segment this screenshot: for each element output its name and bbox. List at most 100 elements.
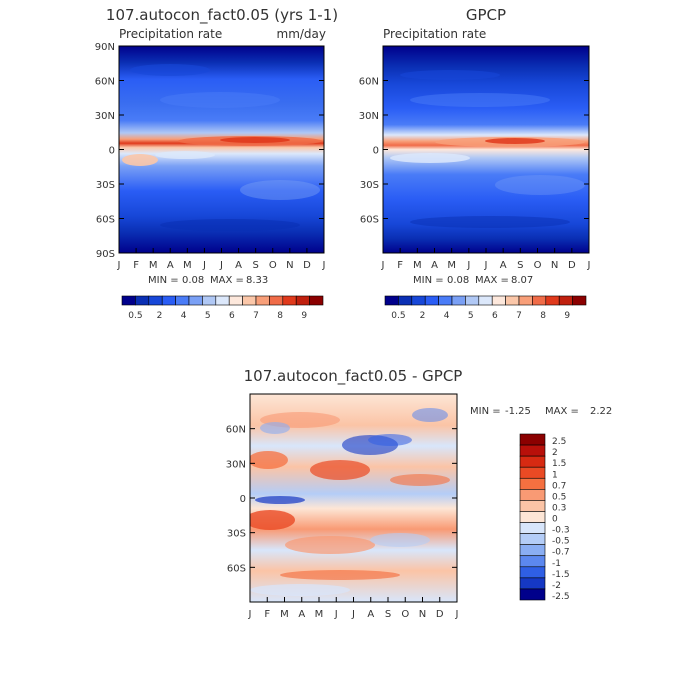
- panel-model-title: 107.autocon_fact0.05 (yrs 1-1): [106, 6, 338, 25]
- colorbar-swatch: [242, 295, 257, 306]
- panel-gpcp-y-ticks: 60N 30N 0 30S 60S: [359, 77, 589, 226]
- colorbar-label: -2: [552, 581, 561, 591]
- colorbar-label: 0: [552, 515, 558, 525]
- panel-gpcp-colorbar: 0.5 2 4 5 6 7 8 9: [384, 295, 587, 321]
- x-tick-label: F: [264, 609, 270, 620]
- y-tick-label: 30N: [95, 111, 115, 122]
- colorbar-swatch: [175, 295, 190, 306]
- x-tick-label: O: [401, 609, 409, 620]
- x-tick-label: J: [219, 260, 223, 271]
- colorbar-swatch: [148, 295, 163, 306]
- y-tick-label: 0: [109, 146, 115, 157]
- colorbar-swatch: [491, 295, 506, 306]
- y-tick-label: 0: [240, 494, 246, 505]
- panel-model-max-value: 8.33: [246, 275, 268, 286]
- colorbar-label: 9: [301, 311, 307, 321]
- panel-model: 107.autocon_fact0.05 (yrs 1-1) Precipita…: [95, 6, 338, 321]
- colorbar-swatch: [505, 295, 520, 306]
- x-tick-label: A: [431, 260, 438, 271]
- x-tick-label: S: [517, 260, 523, 271]
- x-tick-label: J: [334, 609, 338, 620]
- colorbar-label: 0.3: [552, 503, 566, 513]
- x-tick-label: D: [303, 260, 311, 271]
- x-tick-label: N: [286, 260, 293, 271]
- colorbar-label: -0.3: [552, 526, 570, 536]
- panel-difference-title: 107.autocon_fact0.05 - GPCP: [244, 367, 463, 386]
- colorbar-swatch: [519, 555, 546, 568]
- x-tick-label: S: [252, 260, 258, 271]
- colorbar-swatch: [519, 588, 546, 601]
- x-tick-label: A: [235, 260, 242, 271]
- colorbar-swatch: [228, 295, 243, 306]
- colorbar-label: 2: [552, 448, 558, 458]
- panel-model-max-label: MAX =: [210, 275, 244, 286]
- colorbar-swatch: [255, 295, 270, 306]
- panel-difference-max-label: MAX =: [545, 406, 579, 417]
- colorbar-label: 0.7: [552, 481, 566, 491]
- x-tick-label: J: [351, 609, 355, 620]
- panel-difference-min-label: MIN =: [470, 406, 501, 417]
- colorbar-label: -0.7: [552, 548, 570, 558]
- y-tick-label: 60S: [360, 215, 379, 226]
- y-tick-label: 60N: [95, 77, 115, 88]
- panel-gpcp: GPCP Precipitation rate 60N 30N 0 30S 60S J F…: [359, 6, 591, 321]
- colorbar-swatch: [411, 295, 426, 306]
- colorbar-swatch: [572, 295, 587, 306]
- colorbar-label: 2.5: [552, 437, 566, 447]
- colorbar-swatch: [519, 544, 546, 557]
- y-tick-label: 60S: [96, 215, 115, 226]
- colorbar-swatch: [451, 295, 466, 306]
- colorbar-swatch: [424, 295, 439, 306]
- x-tick-label: J: [322, 260, 326, 271]
- heatmap-model: [119, 46, 324, 253]
- x-tick-label: M: [183, 260, 192, 271]
- colorbar-swatch: [188, 295, 203, 306]
- colorbar-swatch: [519, 455, 546, 468]
- colorbar-label: 1.5: [552, 459, 566, 469]
- x-tick-label: F: [133, 260, 139, 271]
- colorbar-label: 0.5: [128, 311, 142, 321]
- y-tick-label: 30N: [226, 459, 246, 470]
- panel-difference-max-value: 2.22: [590, 406, 612, 417]
- x-tick-label: M: [413, 260, 422, 271]
- colorbar-swatch: [478, 295, 493, 306]
- colorbar-swatch: [518, 295, 533, 306]
- panel-difference-colorbar: 2.521.510.70.50.3 0-0.3-0.5-0.7-1-1.5-2-2…: [519, 433, 570, 602]
- colorbar-label: 6: [229, 311, 235, 321]
- panel-gpcp-subtitle: Precipitation rate: [383, 27, 486, 41]
- y-tick-label: 30S: [96, 180, 115, 191]
- heatmap-gpcp: [383, 46, 589, 253]
- colorbar-label: 5: [468, 311, 474, 321]
- panel-difference: 107.autocon_fact0.05 - GPCP 60N30N030S60…: [226, 367, 612, 620]
- colorbar-swatch: [215, 295, 230, 306]
- x-tick-label: J: [117, 260, 121, 271]
- panel-model-min-label: MIN =: [148, 275, 179, 286]
- x-tick-label: M: [280, 609, 289, 620]
- x-tick-label: D: [436, 609, 444, 620]
- panel-model-units: mm/day: [277, 27, 327, 41]
- colorbar-label: 0.5: [391, 311, 405, 321]
- panel-gpcp-title: GPCP: [466, 6, 506, 24]
- colorbar-label: 9: [564, 311, 570, 321]
- colorbar-swatch: [295, 295, 310, 306]
- x-tick-label: A: [500, 260, 507, 271]
- colorbar-swatch: [519, 489, 546, 501]
- colorbar-label: 8: [277, 311, 283, 321]
- colorbar-swatch: [519, 522, 546, 534]
- x-tick-label: A: [298, 609, 305, 620]
- x-tick-label: A: [167, 260, 174, 271]
- y-tick-label: 0: [373, 146, 379, 157]
- y-tick-label: 90S: [96, 249, 115, 260]
- colorbar-swatch: [545, 295, 560, 306]
- colorbar-swatch: [519, 566, 546, 579]
- panel-model-min-value: 0.08: [182, 275, 204, 286]
- colorbar-swatch: [519, 466, 546, 479]
- panel-model-y-ticks: 90N 60N 30N 0 30S 60S 90S: [95, 42, 324, 260]
- colorbar-label: -0.5: [552, 537, 570, 547]
- x-tick-label: O: [534, 260, 542, 271]
- x-tick-label: J: [455, 609, 459, 620]
- x-tick-label: F: [397, 260, 403, 271]
